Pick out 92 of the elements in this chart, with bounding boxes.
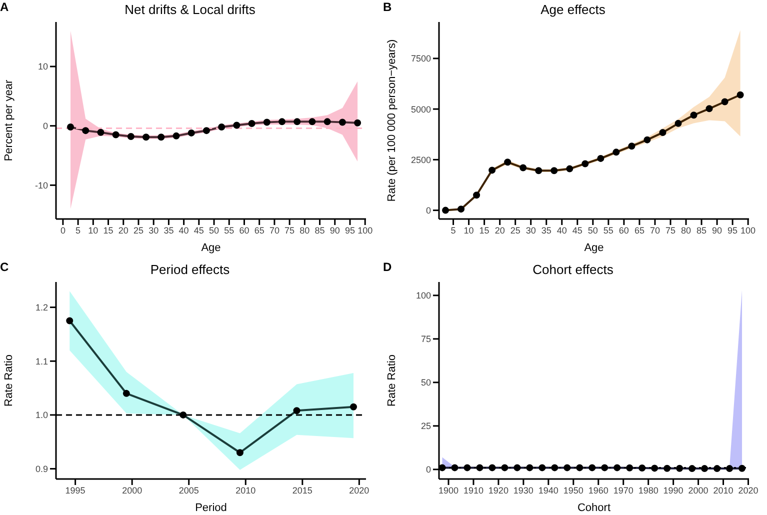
- x-tick-label: 30: [148, 225, 159, 236]
- x-tick-label: 90: [712, 225, 722, 236]
- x-tick-label: 30: [526, 225, 536, 236]
- chart-title: Net drifts & Local drifts: [124, 2, 256, 17]
- x-tick-label: 10: [464, 225, 474, 236]
- y-tick-label: 0.9: [35, 463, 48, 474]
- x-tick-label: 1900: [438, 484, 459, 495]
- x-tick-label: 85: [696, 225, 707, 236]
- x-tick-label: 80: [681, 225, 692, 236]
- x-tick-label: 1990: [663, 484, 684, 495]
- x-tick-label: 60: [239, 225, 250, 236]
- chart-title: Period effects: [150, 262, 230, 276]
- x-axis-title: Age: [201, 242, 221, 254]
- x-tick-label: 45: [194, 225, 204, 236]
- x-tick-label: 75: [665, 225, 676, 236]
- x-tick-label: 80: [300, 225, 310, 236]
- y-tick-label: 25: [420, 420, 431, 431]
- y-axis-title: Rate Ratio: [386, 354, 398, 406]
- text: D: [383, 260, 392, 274]
- x-tick-label: 35: [541, 225, 552, 236]
- chart-title: Cohort effects: [532, 262, 614, 276]
- y-tick-label: 75: [420, 334, 431, 344]
- x-tick-label: 1960: [588, 484, 608, 495]
- x-tick-label: 50: [588, 225, 598, 236]
- x-tick-label: 65: [634, 225, 644, 236]
- y-tick-label: 5000: [410, 104, 431, 114]
- x-tick-label: 2000: [688, 484, 708, 495]
- x-tick-label: 25: [510, 225, 520, 236]
- y-axis-title: Rate Ratio: [2, 354, 15, 406]
- y-tick-label: 50: [420, 377, 431, 388]
- x-tick-label: 70: [269, 225, 280, 236]
- y-tick-label: -10: [34, 180, 48, 190]
- x-tick-label: 2020: [349, 484, 370, 495]
- x-tick-label: 5: [76, 225, 81, 236]
- y-tick-label: 10: [38, 62, 48, 72]
- x-tick-label: 1950: [563, 484, 584, 495]
- x-tick-label: 1920: [488, 484, 508, 495]
- x-tick-label: 1930: [513, 484, 534, 495]
- x-axis-title: Age: [584, 242, 604, 254]
- x-tick-label: 1980: [638, 484, 658, 495]
- y-tick-label: 2500: [410, 154, 431, 165]
- x-tick-label: 1995: [65, 484, 86, 495]
- text: B: [383, 0, 392, 14]
- x-tick-label: 60: [618, 225, 629, 236]
- x-tick-label: 1910: [463, 484, 484, 495]
- x-tick-label: 0: [60, 225, 66, 236]
- x-axis-title: Period: [195, 502, 227, 514]
- x-tick-label: 45: [572, 225, 582, 236]
- x-tick-label: 50: [209, 225, 220, 236]
- y-tick-label: 7500: [410, 54, 431, 64]
- x-tick-label: 2000: [122, 484, 142, 495]
- y-tick-label: 1.0: [35, 410, 48, 420]
- text: A: [0, 0, 9, 14]
- x-tick-label: 20: [118, 225, 128, 236]
- x-tick-label: 20: [494, 225, 505, 236]
- x-tick-label: 1940: [538, 484, 558, 495]
- x-tick-label: 75: [284, 225, 295, 236]
- chart-title: Age effects: [540, 2, 606, 17]
- x-tick-label: 40: [178, 225, 189, 236]
- x-tick-label: 2005: [178, 484, 199, 495]
- y-tick-label: 0: [42, 121, 48, 132]
- x-tick-label: 95: [344, 225, 355, 236]
- x-tick-label: 100: [740, 225, 756, 236]
- x-tick-label: 55: [224, 225, 234, 236]
- x-tick-label: 5: [450, 225, 456, 236]
- x-tick-label: 70: [650, 225, 660, 236]
- y-tick-label: 0: [426, 205, 431, 216]
- x-tick-label: 40: [556, 225, 567, 236]
- y-axis-title: Rate (per 100 000 person−years): [386, 39, 398, 202]
- x-tick-label: 2010: [713, 484, 734, 495]
- y-tick-label: 1.2: [35, 302, 48, 312]
- y-tick-label: 1.1: [35, 356, 48, 366]
- y-tick-label: 100: [416, 290, 431, 300]
- x-tick-label: 65: [254, 225, 264, 236]
- y-axis-title: Percent per year: [2, 80, 15, 162]
- x-tick-label: 25: [133, 225, 144, 236]
- x-tick-label: 90: [330, 225, 340, 236]
- y-tick-label: 0: [426, 464, 431, 474]
- x-tick-label: 100: [358, 225, 373, 236]
- x-tick-label: 1970: [613, 484, 634, 495]
- x-tick-label: 95: [728, 225, 738, 236]
- x-axis-title: Cohort: [577, 502, 611, 514]
- x-tick-label: 35: [164, 225, 174, 236]
- x-tick-label: 2015: [292, 484, 312, 495]
- x-tick-label: 2020: [738, 484, 758, 495]
- x-tick-label: 10: [88, 225, 98, 236]
- x-tick-label: 15: [479, 225, 490, 236]
- x-tick-label: 85: [314, 225, 325, 236]
- x-tick-label: 55: [603, 225, 614, 236]
- text: C: [0, 260, 9, 274]
- x-tick-label: 2010: [236, 484, 256, 495]
- x-tick-label: 15: [103, 225, 114, 236]
